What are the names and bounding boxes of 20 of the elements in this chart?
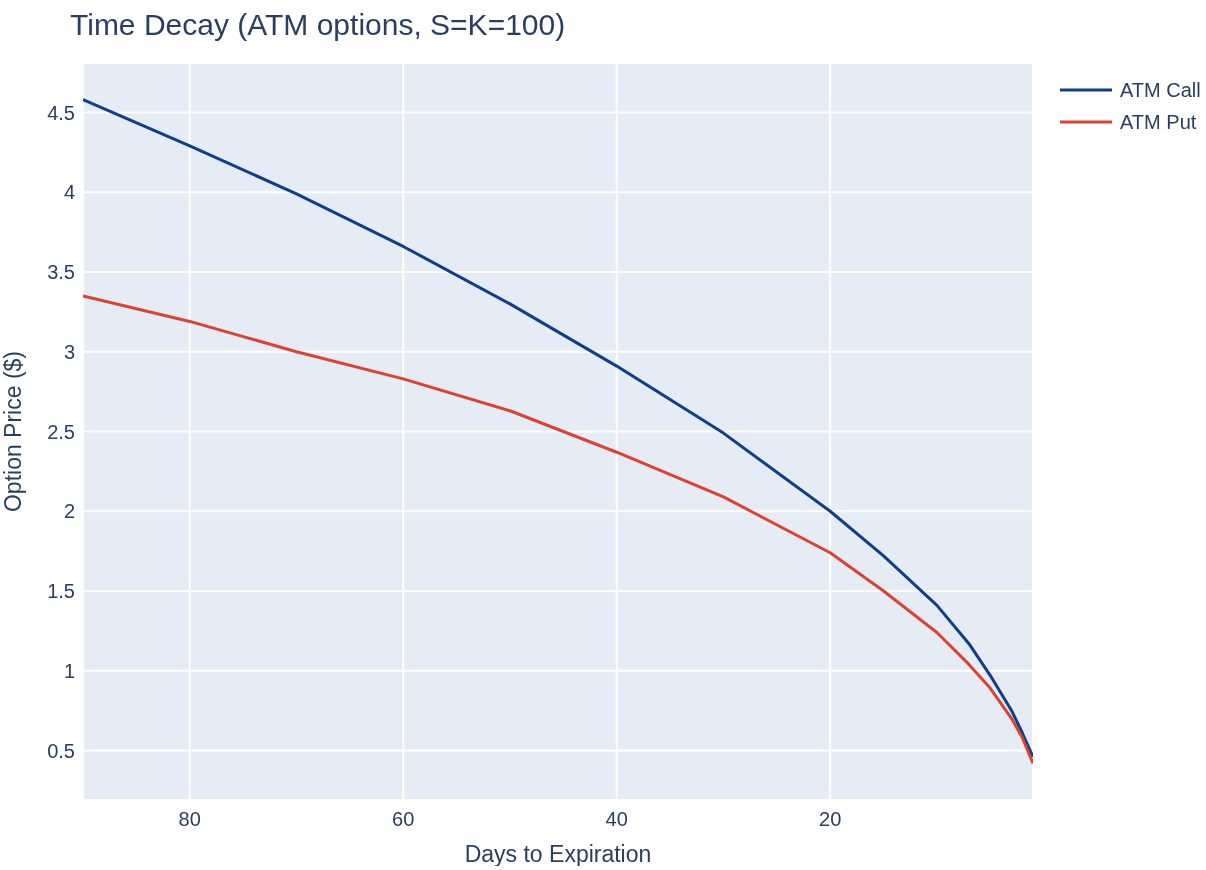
y-tick-label: 1 bbox=[63, 659, 75, 682]
y-tick-label: 3 bbox=[63, 340, 75, 363]
y-tick-label: 4 bbox=[63, 181, 75, 204]
legend-label: ATM Put bbox=[1120, 110, 1197, 134]
x-tick-label: 60 bbox=[392, 808, 415, 831]
y-tick-label: 2.5 bbox=[47, 420, 75, 443]
y-tick-label: 1.5 bbox=[47, 580, 75, 603]
x-tick-label: 40 bbox=[605, 808, 628, 831]
legend-label: ATM Call bbox=[1120, 78, 1201, 102]
y-tick-label: 2 bbox=[63, 500, 75, 523]
y-axis-title: Option Price ($) bbox=[0, 350, 27, 513]
y-tick-label: 4.5 bbox=[47, 101, 75, 124]
chart-title: Time Decay (ATM options, S=K=100) bbox=[70, 8, 566, 42]
y-tick-label: 0.5 bbox=[47, 739, 75, 762]
line-series bbox=[83, 294, 1033, 765]
x-tick-label: 80 bbox=[178, 808, 201, 831]
line-series bbox=[83, 98, 1033, 759]
y-tick-label: 3.5 bbox=[47, 261, 75, 284]
x-tick-label: 20 bbox=[819, 808, 842, 831]
x-axis-title: Days to Expiration bbox=[464, 841, 652, 867]
